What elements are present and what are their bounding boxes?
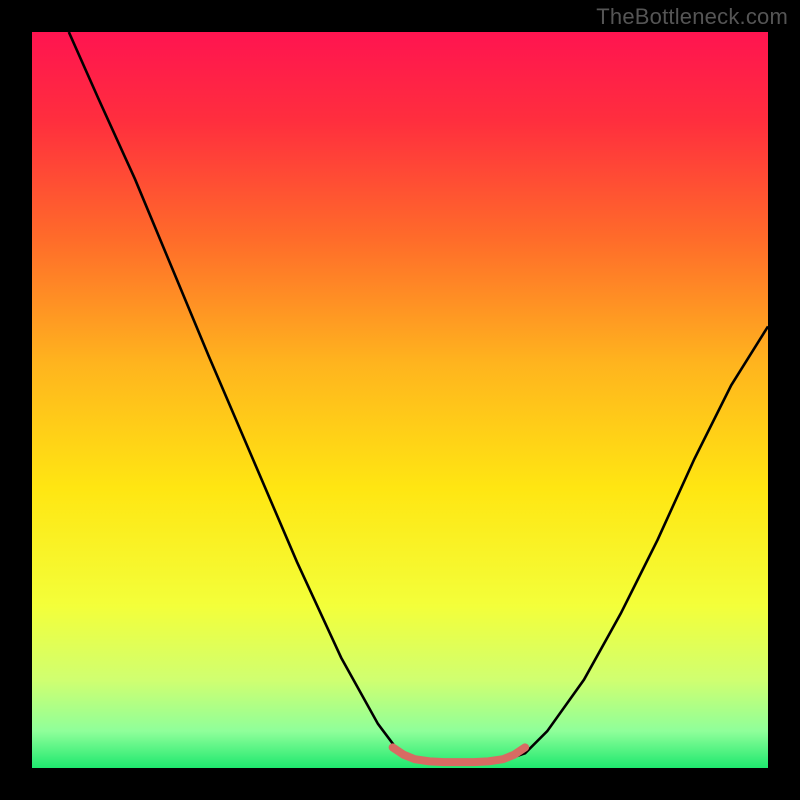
bottleneck-curve bbox=[69, 32, 768, 764]
plot-area bbox=[32, 32, 768, 768]
chart-svg bbox=[32, 32, 768, 768]
watermark-text: TheBottleneck.com bbox=[596, 4, 788, 30]
optimal-range-curve bbox=[393, 747, 525, 762]
